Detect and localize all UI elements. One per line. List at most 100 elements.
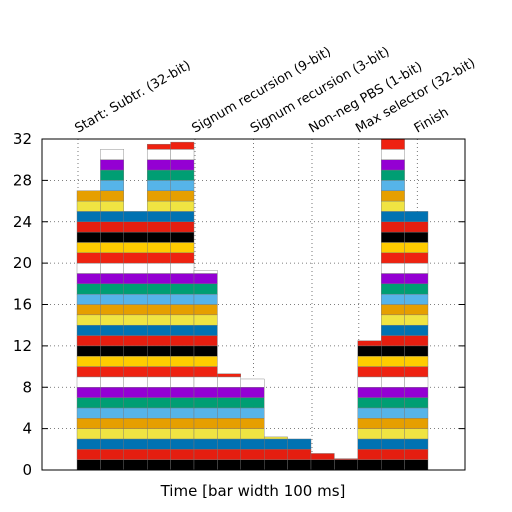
bar-segment <box>381 293 405 305</box>
bar-segment <box>123 438 148 450</box>
bar-segment <box>100 438 125 450</box>
bar-segment <box>193 376 218 388</box>
bar-segment <box>76 314 101 326</box>
bar <box>193 270 218 471</box>
bar-segment <box>76 449 101 460</box>
bar-segment <box>146 221 171 233</box>
bar-segment <box>381 242 405 253</box>
bar-segment <box>404 273 429 285</box>
bar-segment <box>100 190 125 202</box>
bar-segment <box>193 283 218 295</box>
bar-segment <box>404 449 429 460</box>
bar-segment <box>146 304 171 316</box>
bar-segment <box>310 453 335 460</box>
bar-segment <box>146 335 171 347</box>
bar-segment <box>404 438 429 450</box>
bar-segment <box>146 200 171 212</box>
bar-segment <box>123 345 148 357</box>
bar <box>240 378 265 471</box>
bar-segment <box>76 221 101 233</box>
bar-segment <box>357 428 382 440</box>
bar-segment <box>146 449 171 460</box>
y-tick-label: 32 <box>13 130 32 148</box>
bar-segment <box>381 190 405 202</box>
bar-segment <box>193 407 218 419</box>
bar <box>264 436 288 471</box>
bar-segment <box>170 200 195 212</box>
bar-segment <box>123 397 148 409</box>
bar-segment <box>123 252 148 264</box>
bar-segment <box>193 314 218 326</box>
y-tick-label: 0 <box>22 461 32 479</box>
bar-segment <box>240 407 265 419</box>
bar-segment <box>76 335 101 347</box>
bar-segment <box>100 252 125 264</box>
bar-segment <box>193 397 218 409</box>
bar-segment <box>240 397 265 409</box>
bar <box>334 458 358 471</box>
y-tick-label: 20 <box>13 254 32 272</box>
bar-segment <box>334 459 358 471</box>
bar-segment <box>146 143 171 150</box>
bar-segment <box>381 345 405 357</box>
bar <box>123 211 148 471</box>
bar-segment <box>100 324 125 336</box>
bar-segment <box>76 366 101 378</box>
bar-segment <box>100 387 125 398</box>
bar-segment <box>146 324 171 336</box>
bar-segment <box>100 345 125 357</box>
bar-segment <box>404 252 429 264</box>
bar-segment <box>100 335 125 347</box>
bar-segment <box>381 273 405 285</box>
y-tick-label: 8 <box>22 378 32 396</box>
bar-segment <box>264 436 288 440</box>
bar-segment <box>170 418 195 429</box>
bar-segment <box>193 304 218 316</box>
bar-segment <box>146 314 171 326</box>
bar-segment <box>193 324 218 336</box>
bar-segment <box>381 376 405 388</box>
bar-segment <box>146 169 171 181</box>
bar-segment <box>287 449 312 460</box>
bar-segment <box>146 366 171 378</box>
bar-segment <box>404 335 429 347</box>
bar-segment <box>381 169 405 181</box>
bar-segment <box>146 345 171 357</box>
bar-segment <box>357 418 382 429</box>
bar-segment <box>146 283 171 295</box>
bar-segment <box>146 407 171 419</box>
bar-segment <box>217 418 241 429</box>
bar-segment <box>170 293 195 305</box>
bar-segment <box>193 273 218 285</box>
bar-segment <box>357 397 382 409</box>
bar-segment <box>170 324 195 336</box>
bar <box>381 138 405 471</box>
bar <box>217 373 241 471</box>
bar-segment <box>381 314 405 326</box>
bar-segment <box>76 293 101 305</box>
bar-segment <box>100 262 125 274</box>
bar-segment <box>170 169 195 181</box>
bar-segment <box>381 283 405 295</box>
bar-segment <box>381 221 405 233</box>
bar <box>310 453 335 471</box>
bar-segment <box>404 293 429 305</box>
bar-segment <box>381 231 405 243</box>
bar-segment <box>217 407 241 419</box>
bar-segment <box>123 262 148 274</box>
bar-segment <box>217 376 241 388</box>
bar-segment <box>123 211 148 222</box>
bar-segment <box>404 231 429 243</box>
bar-segment <box>146 376 171 388</box>
bar-segment <box>357 356 382 367</box>
bar-segment <box>217 449 241 460</box>
bar-segment <box>123 428 148 440</box>
bar-segment <box>146 387 171 398</box>
phase-label: Start: Subtr. (32-bit) <box>73 58 194 136</box>
bar-segment <box>264 449 288 460</box>
bar-segment <box>217 373 241 378</box>
bar-segment <box>193 387 218 398</box>
bar-segment <box>217 438 241 450</box>
bar-segment <box>357 345 382 357</box>
y-tick-label: 24 <box>13 213 32 231</box>
